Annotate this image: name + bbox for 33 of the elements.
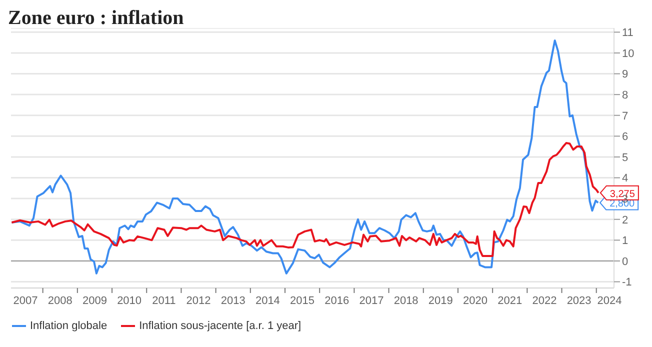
- x-tick-label: 2008: [48, 295, 72, 307]
- y-tick-label: 11: [622, 27, 634, 40]
- y-tick-label: 9: [622, 68, 628, 81]
- legend-label: Inflation globale: [30, 320, 108, 332]
- x-tick-label: 2012: [186, 295, 211, 307]
- y-tick-label: 4: [622, 172, 628, 185]
- x-tick-label: 2010: [117, 295, 142, 307]
- y-tick-label: 2: [622, 214, 628, 226]
- y-tick-label: 7: [622, 110, 628, 122]
- x-tick-label: 2022: [532, 295, 557, 307]
- y-tick-label: 0: [622, 256, 628, 268]
- x-tick-label: 2011: [152, 295, 176, 307]
- x-tick-label: 2020: [463, 295, 488, 307]
- x-tick-label: 2013: [220, 295, 246, 307]
- x-tick-label: 2007: [13, 295, 38, 307]
- x-tick-label: 2009: [82, 295, 107, 307]
- x-tick-label: 2018: [394, 295, 418, 307]
- y-tick-label: 1: [622, 235, 628, 248]
- y-tick-label: 8: [622, 89, 628, 102]
- x-tick-label: 2015: [290, 295, 315, 307]
- x-tick-label: 2021: [498, 295, 522, 307]
- y-tick-label: -1: [622, 276, 632, 289]
- x-tick-label: 2014: [255, 295, 280, 307]
- x-tick-label: 2023: [566, 295, 592, 307]
- chart-title: Zone euro : inflation: [8, 7, 185, 29]
- x-tick-label: 2024: [597, 295, 622, 307]
- x-tick-label: 2019: [428, 295, 453, 307]
- y-tick-label: 10: [622, 48, 634, 60]
- y-tick-label: 5: [622, 152, 628, 164]
- x-tick-label: 2016: [324, 295, 350, 307]
- legend-label: Inflation sous-jacente [a.r. 1 year]: [139, 320, 302, 332]
- x-tick-label: 2017: [359, 295, 384, 307]
- y-tick-label: 6: [622, 131, 628, 144]
